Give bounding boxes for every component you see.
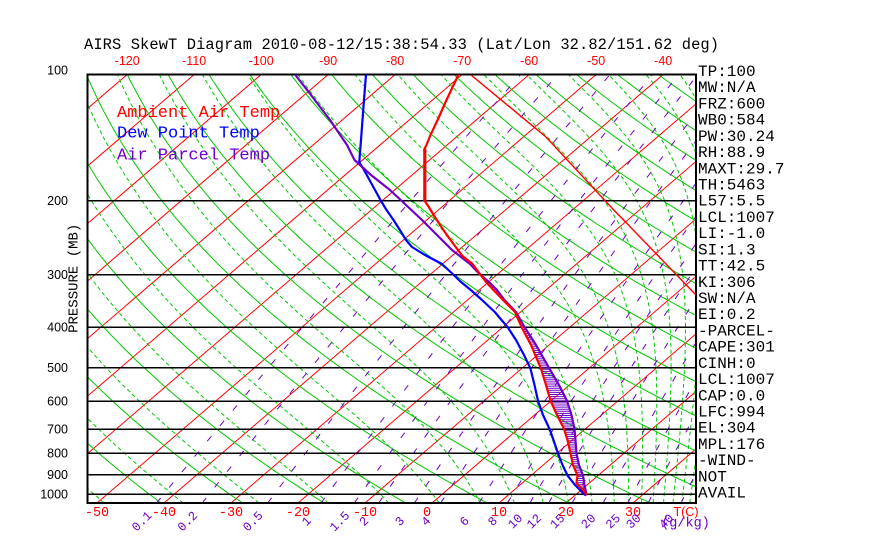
svg-text:SI:1.3: SI:1.3 [698, 241, 756, 259]
svg-text:-90: -90 [319, 54, 337, 68]
svg-text:LCL:1007: LCL:1007 [698, 209, 775, 227]
svg-text:100: 100 [47, 63, 68, 77]
svg-text:CAPE:301: CAPE:301 [698, 339, 775, 357]
svg-text:TT:42.5: TT:42.5 [698, 258, 765, 276]
svg-text:-110: -110 [182, 54, 206, 68]
svg-text:25: 25 [603, 512, 624, 533]
svg-text:600: 600 [47, 394, 68, 408]
svg-text:LCL:1007: LCL:1007 [698, 371, 775, 389]
svg-text:TP:100: TP:100 [698, 63, 756, 81]
svg-text:EI:0.2: EI:0.2 [698, 306, 756, 324]
svg-text:-PARCEL-: -PARCEL- [698, 322, 775, 340]
svg-text:TH:5463: TH:5463 [698, 177, 765, 195]
svg-text:3: 3 [393, 514, 408, 529]
svg-text:WB0:584: WB0:584 [698, 112, 765, 130]
svg-text:1.5: 1.5 [327, 509, 353, 535]
svg-text:AVAIL: AVAIL [698, 485, 746, 503]
svg-text:PW:30.24: PW:30.24 [698, 128, 775, 146]
svg-text:-WIND-: -WIND- [698, 452, 756, 470]
svg-text:6: 6 [457, 514, 472, 529]
svg-text:CAP:0.0: CAP:0.0 [698, 387, 765, 405]
svg-text:12: 12 [524, 512, 545, 533]
svg-text:-80: -80 [386, 54, 404, 68]
svg-text:-50: -50 [587, 54, 605, 68]
svg-text:MW:N/A: MW:N/A [698, 79, 756, 97]
svg-text:-70: -70 [453, 54, 471, 68]
svg-text:0: 0 [423, 506, 431, 521]
svg-text:T(C): T(C) [674, 505, 699, 519]
svg-text:FRZ:600: FRZ:600 [698, 95, 765, 113]
svg-text:LI:-1.0: LI:-1.0 [698, 225, 765, 243]
svg-text:-20: -20 [286, 506, 310, 521]
svg-text:Dew Point Temp: Dew Point Temp [117, 125, 260, 144]
svg-text:10: 10 [491, 506, 507, 521]
svg-text:KI:306: KI:306 [698, 274, 756, 292]
svg-text:300: 300 [47, 268, 68, 282]
svg-text:Ambient Air Temp: Ambient Air Temp [117, 104, 280, 123]
svg-text:-40: -40 [152, 506, 176, 521]
svg-text:-40: -40 [654, 54, 672, 68]
svg-text:MPL:176: MPL:176 [698, 436, 765, 454]
svg-text:Air Parcel Temp: Air Parcel Temp [117, 146, 270, 165]
svg-text:PRESSURE (MB): PRESSURE (MB) [67, 224, 83, 333]
svg-text:400: 400 [47, 320, 68, 334]
svg-text:500: 500 [47, 361, 68, 375]
svg-text:0.5: 0.5 [241, 509, 267, 535]
svg-text:200: 200 [47, 194, 68, 208]
svg-text:(g/kg): (g/kg) [661, 517, 710, 532]
svg-text:NOT: NOT [698, 468, 727, 486]
svg-text:AIRS SkewT Diagram 2010-08-12/: AIRS SkewT Diagram 2010-08-12/15:38:54.3… [84, 36, 719, 54]
svg-text:700: 700 [47, 422, 68, 436]
svg-text:30: 30 [625, 506, 641, 521]
svg-text:-120: -120 [115, 54, 140, 68]
svg-text:-50: -50 [85, 506, 109, 521]
svg-text:LFC:994: LFC:994 [698, 404, 765, 422]
svg-text:800: 800 [47, 447, 68, 461]
svg-text:L57:5.5: L57:5.5 [698, 193, 765, 211]
svg-text:RH:88.9: RH:88.9 [698, 144, 765, 162]
svg-text:20: 20 [558, 506, 574, 521]
svg-text:-10: -10 [353, 506, 377, 521]
svg-text:4: 4 [419, 514, 434, 529]
svg-text:900: 900 [47, 468, 68, 482]
svg-text:0.2: 0.2 [175, 509, 201, 535]
svg-text:-100: -100 [249, 54, 274, 68]
svg-text:EL:304: EL:304 [698, 420, 756, 438]
svg-text:MAXT:29.7: MAXT:29.7 [698, 160, 784, 178]
svg-text:1000: 1000 [40, 487, 68, 501]
svg-text:-30: -30 [219, 506, 243, 521]
svg-text:1: 1 [299, 514, 314, 529]
svg-text:CINH:0: CINH:0 [698, 355, 756, 373]
svg-text:10: 10 [506, 512, 527, 533]
svg-text:-60: -60 [520, 54, 538, 68]
svg-text:SW:N/A: SW:N/A [698, 290, 756, 308]
svg-text:20: 20 [579, 512, 600, 533]
